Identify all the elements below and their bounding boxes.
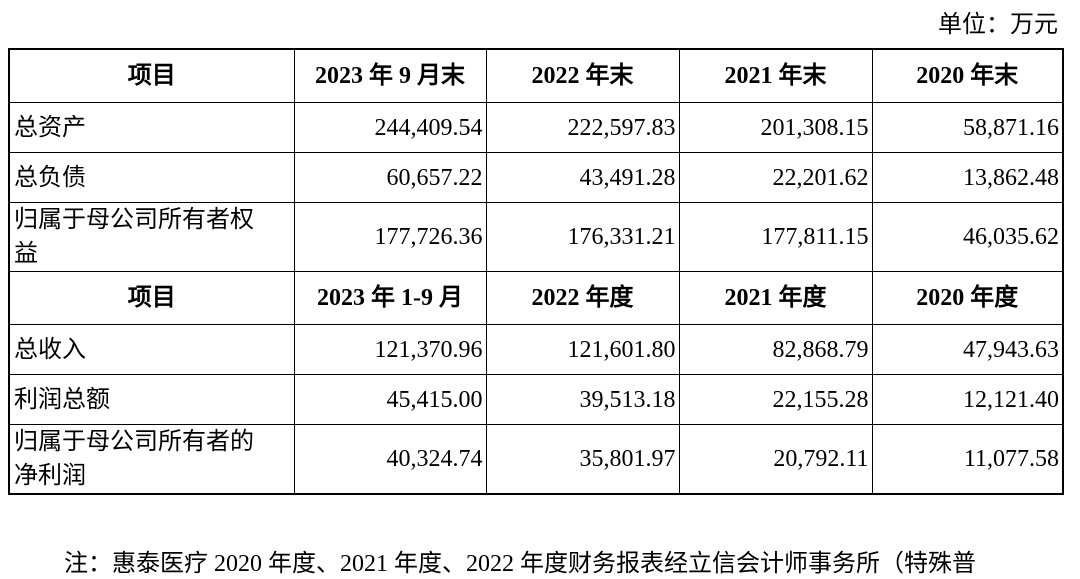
value-cell: 13,862.48 bbox=[871, 152, 1064, 203]
header-cell: 2022 年度 bbox=[485, 271, 680, 325]
header-row: 项目 2023 年 1-9 月 2022 年度 2021 年度 2020 年度 bbox=[8, 271, 1064, 325]
value-cell: 121,370.96 bbox=[293, 324, 487, 375]
row-label: 总负债 bbox=[8, 152, 295, 203]
value-cell: 22,155.28 bbox=[678, 374, 873, 425]
row-label: 归属于母公司所有者权益 bbox=[8, 202, 295, 272]
data-row: 利润总额 45,415.00 39,513.18 22,155.28 12,121.40 bbox=[8, 374, 1064, 425]
unit-label: 单位：万元 bbox=[938, 12, 1058, 38]
value-cell: 58,871.16 bbox=[871, 102, 1064, 153]
value-cell: 82,868.79 bbox=[678, 324, 873, 375]
row-label: 归属于母公司所有者的净利润 bbox=[8, 424, 295, 495]
data-row: 归属于母公司所有者的净利润 40,324.74 35,801.97 20,792.11… bbox=[8, 424, 1064, 495]
header-cell: 2020 年末 bbox=[871, 48, 1064, 103]
value-cell: 244,409.54 bbox=[293, 102, 487, 153]
row-label: 总资产 bbox=[8, 102, 295, 153]
header-cell: 项目 bbox=[8, 48, 295, 103]
value-cell: 22,201.62 bbox=[678, 152, 873, 203]
value-cell: 47,943.63 bbox=[871, 324, 1064, 375]
data-row: 总资产 244,409.54 222,597.83 201,308.15 58,871.… bbox=[8, 102, 1064, 153]
header-cell: 2023 年 9 月末 bbox=[293, 48, 487, 103]
header-cell: 2022 年末 bbox=[485, 48, 680, 103]
value-cell: 40,324.74 bbox=[293, 424, 487, 495]
footnote: 注：惠泰医疗 2020 年度、2021 年度、2022 年度财务报表经立信会计师… bbox=[64, 551, 976, 577]
value-cell: 177,811.15 bbox=[678, 202, 873, 272]
value-cell: 177,726.36 bbox=[293, 202, 487, 272]
row-label: 利润总额 bbox=[8, 374, 295, 425]
value-cell: 222,597.83 bbox=[485, 102, 680, 153]
value-cell: 121,601.80 bbox=[485, 324, 680, 375]
header-cell: 2021 年度 bbox=[678, 271, 873, 325]
value-cell: 11,077.58 bbox=[871, 424, 1064, 495]
value-cell: 43,491.28 bbox=[485, 152, 680, 203]
table-body: 项目 2023 年 9 月末 2022 年末 2021 年末 2020 年末 总资产 244… bbox=[8, 48, 1064, 495]
header-cell: 2020 年度 bbox=[871, 271, 1064, 325]
value-cell: 20,792.11 bbox=[678, 424, 873, 495]
financial-table: 项目 2023 年 9 月末 2022 年末 2021 年末 2020 年末 总资产 244… bbox=[8, 48, 1064, 495]
value-cell: 12,121.40 bbox=[871, 374, 1064, 425]
header-cell: 2023 年 1-9 月 bbox=[293, 271, 487, 325]
value-cell: 201,308.15 bbox=[678, 102, 873, 153]
header-cell: 项目 bbox=[8, 271, 295, 325]
data-row: 总负债 60,657.22 43,491.28 22,201.62 13,862.48 bbox=[8, 152, 1064, 203]
value-cell: 39,513.18 bbox=[485, 374, 680, 425]
value-cell: 45,415.00 bbox=[293, 374, 487, 425]
value-cell: 35,801.97 bbox=[485, 424, 680, 495]
header-row: 项目 2023 年 9 月末 2022 年末 2021 年末 2020 年末 bbox=[8, 48, 1064, 103]
row-label: 总收入 bbox=[8, 324, 295, 375]
value-cell: 60,657.22 bbox=[293, 152, 487, 203]
value-cell: 176,331.21 bbox=[485, 202, 680, 272]
header-cell: 2021 年末 bbox=[678, 48, 873, 103]
value-cell: 46,035.62 bbox=[871, 202, 1064, 272]
data-row: 总收入 121,370.96 121,601.80 82,868.79 47,943.6… bbox=[8, 324, 1064, 375]
data-row: 归属于母公司所有者权益 177,726.36 176,331.21 177,811.1… bbox=[8, 202, 1064, 272]
